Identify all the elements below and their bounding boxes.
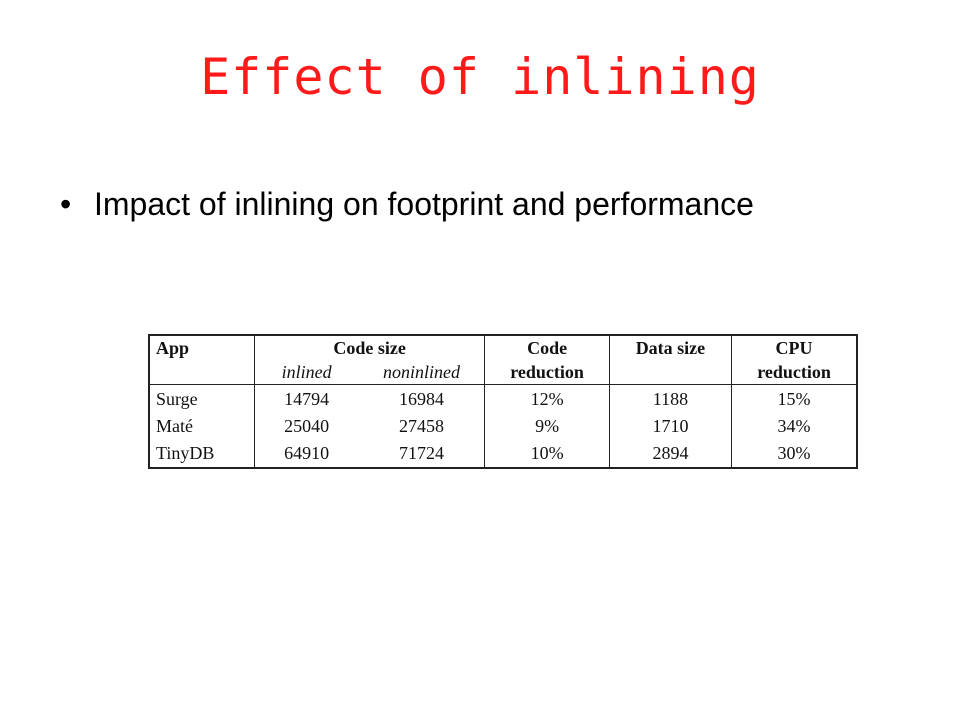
header-code-reduction-line1: Code	[527, 338, 568, 358]
header-inlined: inlined	[253, 360, 359, 385]
header-app: App	[156, 338, 190, 358]
header-app-spacer	[150, 360, 255, 385]
cell-inlined: 14794	[253, 384, 359, 413]
header-cpu-reduction: CPU	[731, 336, 856, 360]
bullet-dot-icon: •	[60, 186, 72, 222]
bullet-item: • Impact of inlining on footprint and pe…	[60, 182, 760, 226]
cell-app: TinyDB	[156, 443, 215, 464]
header-code-size: Code size	[253, 336, 485, 360]
cell-code-reduction: 9%	[484, 412, 610, 440]
header-data-size: Data size	[608, 336, 732, 360]
table-row: Maté 25040 27458 9% 1710 34%	[150, 412, 856, 440]
header-cpu-reduction-line1: CPU	[775, 338, 813, 358]
bullet-text: Impact of inlining on footprint and perf…	[94, 186, 754, 222]
cell-code-reduction: 10%	[484, 439, 610, 467]
cell-noninlined: 27458	[398, 416, 444, 437]
cell-inlined: 25040	[253, 412, 359, 440]
cell-cpu-reduction: 34%	[731, 412, 856, 440]
slide-title: Effect of inlining	[200, 48, 760, 106]
header-code-reduction-line2: reduction	[484, 360, 610, 385]
table-row: TinyDB 64910 71724 10% 2894 30%	[150, 439, 856, 467]
header-noninlined: noninlined	[358, 360, 485, 385]
results-table: App Code size Code Data size CPU inlined…	[148, 334, 858, 469]
cell-data-size: 1188	[608, 384, 732, 413]
header-data-size-spacer	[608, 360, 732, 385]
cell-cpu-reduction: 15%	[731, 384, 856, 413]
cell-app: Surge	[156, 388, 198, 409]
cell-data-size: 2894	[608, 439, 732, 467]
header-cpu-reduction-line2: reduction	[731, 360, 856, 385]
cell-inlined: 64910	[253, 439, 359, 467]
cell-noninlined: 16984	[398, 388, 444, 409]
cell-code-reduction: 12%	[484, 384, 610, 413]
header-code-reduction: Code	[484, 336, 610, 360]
cell-app: Maté	[156, 416, 193, 437]
cell-cpu-reduction: 30%	[731, 439, 856, 467]
table-row: Surge 14794 16984 12% 1188 15%	[150, 384, 856, 413]
cell-noninlined: 71724	[398, 443, 444, 464]
cell-data-size: 1710	[608, 412, 732, 440]
